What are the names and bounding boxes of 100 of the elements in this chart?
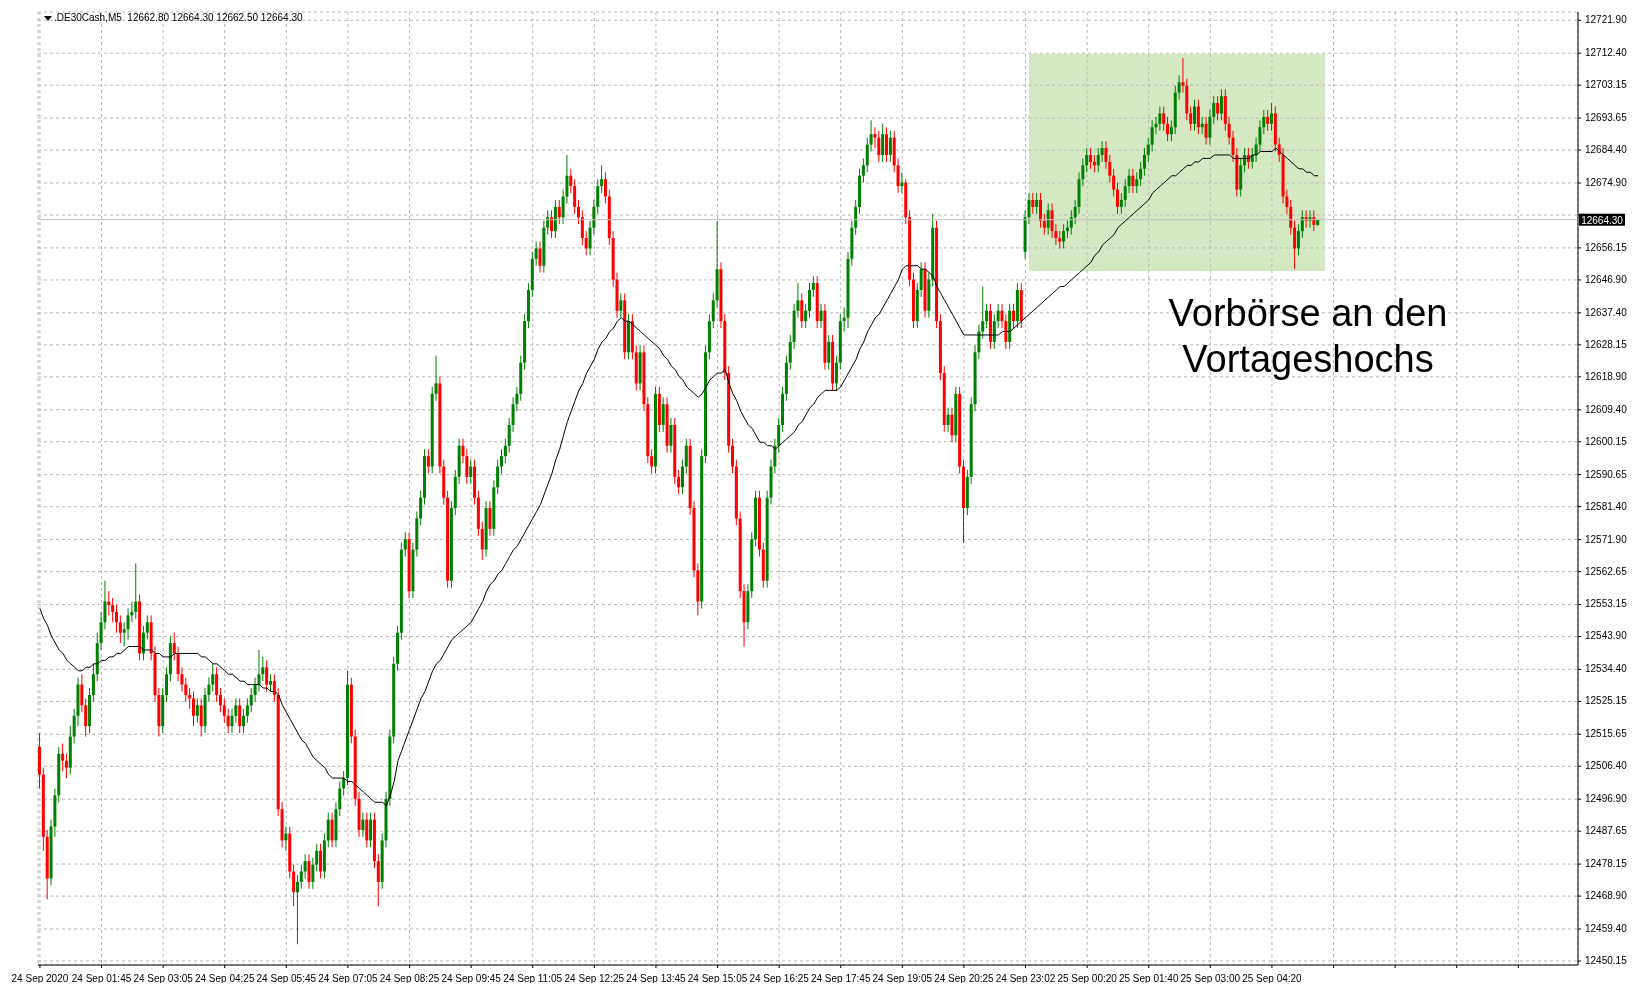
candlestick [1031, 192, 1035, 215]
candlestick [1100, 140, 1104, 163]
candlestick [226, 708, 230, 734]
candlestick [145, 614, 149, 641]
y-tick-label: 12684.40 [1585, 144, 1628, 156]
candlestick [107, 590, 111, 616]
candlestick [573, 178, 577, 215]
chart-title: .DE30Cash,M5 12662.80 12664.30 12662.50 12664.30 [54, 12, 303, 23]
candlestick [1142, 147, 1146, 177]
candlestick [134, 562, 138, 620]
candlestick [881, 123, 885, 163]
candlestick [1189, 106, 1193, 132]
candlestick [165, 666, 169, 703]
candlestick [827, 334, 831, 371]
y-tick-label: 12459.40 [1585, 923, 1628, 934]
candlestick [900, 171, 904, 194]
candlestick [111, 597, 115, 623]
candlestick [330, 812, 334, 848]
candlestick [299, 864, 303, 890]
y-tick-label: 12590.65 [1585, 468, 1628, 480]
candlestick [677, 469, 681, 495]
candlestick [834, 355, 838, 391]
y-tick-label: 12721.90 [1585, 14, 1628, 26]
candlestick [1042, 213, 1046, 236]
candlestick [580, 209, 584, 246]
candlestick [1162, 106, 1166, 132]
candlestick [1069, 209, 1073, 236]
candlestick [365, 812, 369, 848]
candlestick [215, 666, 219, 703]
y-tick-label: 12496.90 [1585, 793, 1628, 805]
y-tick-label: 12468.90 [1585, 890, 1628, 902]
candlestick [600, 164, 604, 194]
candlestick [1116, 182, 1119, 215]
annotation: Vorbörse an den Vortageshochs [1167, 291, 1449, 382]
candlestick [1169, 119, 1173, 142]
candlestick [199, 697, 203, 738]
candlestick [888, 130, 892, 163]
candlestick [550, 209, 554, 239]
candlestick [118, 614, 122, 644]
y-tick-label: 12712.40 [1585, 47, 1628, 59]
candlestick [1146, 137, 1150, 163]
y-tick-label: 12571.90 [1585, 533, 1628, 545]
candlestick [950, 407, 954, 443]
candlestick [996, 303, 1000, 329]
candlestick [469, 459, 473, 485]
candlestick [1308, 209, 1312, 229]
candlestick [1112, 168, 1116, 198]
candlestick [376, 853, 380, 907]
y-tick-label: 12553.15 [1585, 598, 1628, 610]
candlestick [861, 157, 865, 184]
candlestick [1039, 192, 1042, 229]
y-tick-label: 12562.65 [1585, 565, 1628, 577]
candlestick [192, 691, 195, 727]
candlestick [403, 531, 407, 558]
candlestick [426, 448, 430, 474]
candlestick [238, 697, 242, 734]
candlestick [811, 275, 815, 298]
candlestick [480, 521, 484, 561]
candlestick [115, 604, 118, 634]
candlestick [819, 303, 823, 329]
candlestick [1219, 88, 1223, 121]
candlestick [1012, 303, 1016, 329]
candlestick [242, 708, 246, 734]
candlestick [303, 853, 307, 879]
candlestick [1293, 220, 1297, 270]
y-tick-label: 12581.40 [1585, 500, 1628, 512]
y-tick-label: 12600.15 [1585, 435, 1628, 447]
candlestick [195, 697, 199, 724]
candlestick [680, 459, 684, 495]
y-tick-label: 12628.15 [1585, 338, 1628, 350]
y-tick-label: 12506.40 [1585, 760, 1628, 772]
candlestick [877, 130, 881, 163]
candlestick [619, 292, 623, 319]
candlestick [1196, 99, 1200, 135]
candlestick [577, 199, 580, 225]
candlestick [885, 126, 888, 163]
candlestick [369, 812, 373, 848]
candlestick [91, 663, 95, 703]
y-tick-label: 12618.90 [1585, 370, 1628, 382]
candlestick [557, 199, 561, 225]
candlestick [584, 230, 588, 256]
candlestick [569, 168, 573, 194]
candlestick [326, 812, 330, 848]
candlestick [1135, 171, 1139, 194]
candlestick [1193, 99, 1196, 132]
candlestick [1139, 161, 1143, 187]
candlestick [1035, 192, 1039, 215]
candlestick [992, 313, 996, 350]
y-tick-label: 12656.15 [1585, 241, 1628, 253]
candlestick [603, 171, 607, 204]
candlestick [1046, 202, 1050, 236]
candlestick [245, 697, 249, 724]
candlestick [985, 303, 989, 329]
candlestick [419, 490, 423, 526]
y-tick-label: 12693.65 [1585, 112, 1628, 124]
y-tick-label: 12646.90 [1585, 273, 1628, 285]
candlestick [1089, 147, 1093, 170]
y-tick-label: 12525.15 [1585, 695, 1628, 707]
candlestick [731, 438, 734, 474]
candlestick [496, 459, 500, 495]
